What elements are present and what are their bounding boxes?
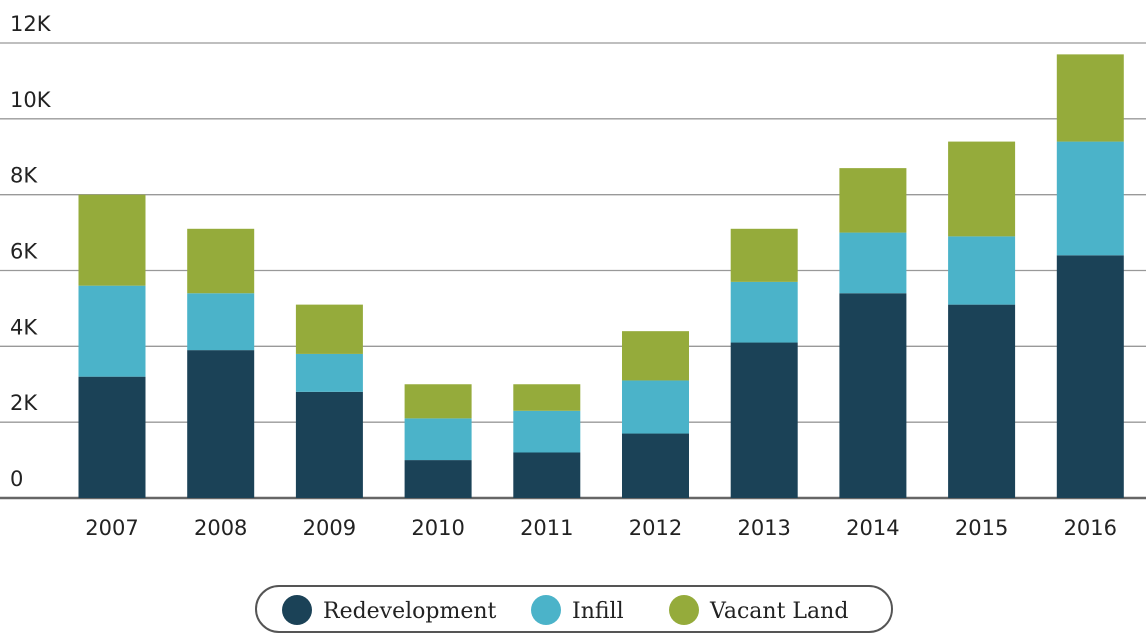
bar-segment [295, 304, 363, 354]
bar-segment [187, 293, 255, 351]
x-tick-label: 2016 [1064, 516, 1117, 540]
bar-segment [730, 228, 798, 282]
x-tick-label: 2014 [846, 516, 899, 540]
bar-segment [513, 410, 581, 453]
bar-segment [622, 380, 689, 434]
x-tick-label: 2009 [303, 516, 356, 540]
bar-segment [404, 460, 472, 498]
x-tick-label: 2012 [629, 516, 682, 540]
x-tick-label: 2015 [955, 516, 1008, 540]
bar-segment [839, 168, 907, 233]
bar-segment [404, 418, 472, 461]
bar-segment [730, 342, 798, 498]
legend-label: Redevelopment [323, 599, 497, 624]
bar-segment [622, 331, 689, 381]
bar-segment [622, 433, 689, 498]
bar-segment [187, 350, 255, 498]
legend-swatch [282, 595, 312, 625]
bar-segment [730, 281, 798, 343]
bar-segment [78, 285, 146, 377]
bar-segment [948, 141, 1016, 237]
legend-label: Infill [572, 599, 624, 624]
bar-segment [513, 384, 581, 411]
bar-segment [948, 304, 1016, 498]
x-tick-label: 2008 [194, 516, 247, 540]
bar-segment [295, 391, 363, 498]
x-tick-label: 2011 [520, 516, 573, 540]
bar-segment [187, 228, 255, 294]
legend-frame [255, 585, 893, 633]
y-tick-label: 0 [10, 467, 23, 491]
y-tick-label: 6K [10, 240, 38, 264]
legend-label: Vacant Land [709, 599, 848, 624]
bar-segment [1056, 255, 1124, 498]
y-tick-label: 2K [10, 391, 38, 415]
y-tick-label: 8K [10, 164, 38, 188]
bar-segment [1056, 141, 1124, 256]
bar-segment [1056, 54, 1124, 142]
bar-segment [839, 293, 907, 498]
legend-swatch [531, 595, 561, 625]
x-tick-label: 2013 [737, 516, 790, 540]
bar-segment [513, 452, 581, 498]
legend-swatch [669, 595, 699, 625]
bar-segment [404, 384, 472, 419]
x-tick-label: 2007 [85, 516, 138, 540]
bar-segment [295, 353, 363, 392]
bar-segment [78, 376, 146, 498]
bar-segment [839, 232, 907, 294]
x-tick-label: 2010 [411, 516, 464, 540]
y-tick-label: 10K [10, 88, 52, 112]
bar-segment [78, 194, 146, 286]
y-tick-label: 12K [10, 12, 52, 36]
y-tick-label: 4K [10, 315, 38, 339]
bar-segment [948, 236, 1016, 305]
